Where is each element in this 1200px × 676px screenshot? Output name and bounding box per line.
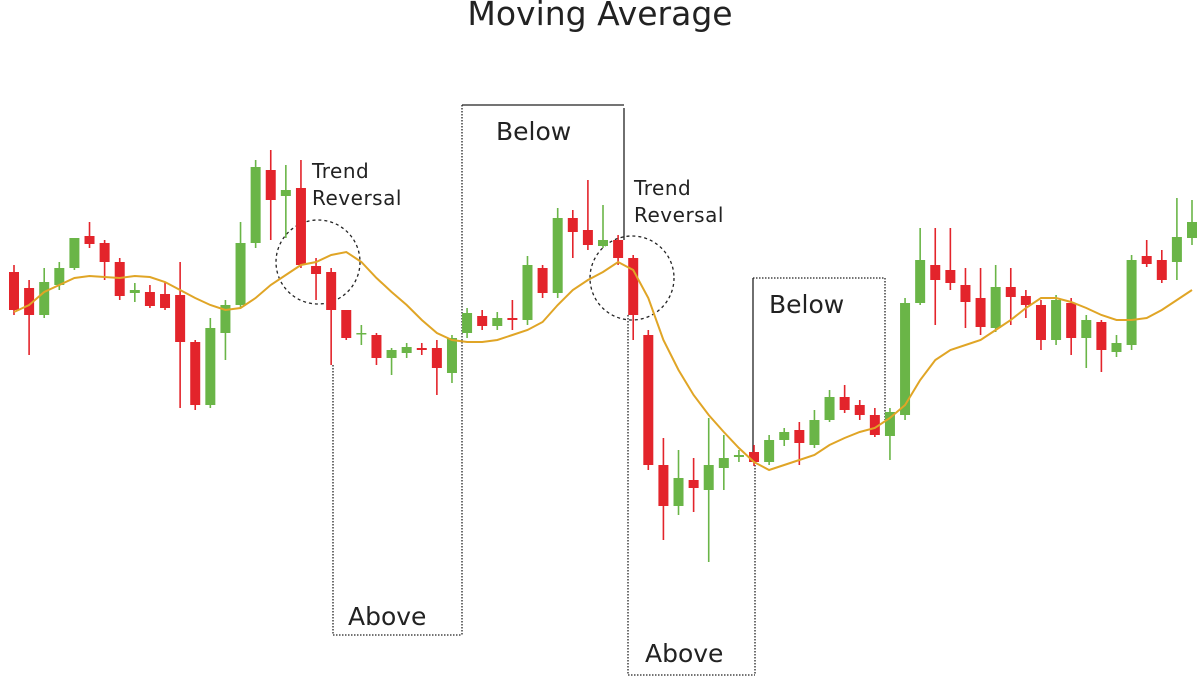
candle-body	[1156, 260, 1167, 280]
candle-body	[658, 465, 669, 506]
candle-body	[265, 170, 276, 200]
annotation-boxes	[275, 104, 886, 676]
candle-body	[839, 397, 850, 410]
candle-body	[552, 218, 563, 293]
candle-body	[1081, 320, 1092, 338]
candle-body	[341, 310, 352, 338]
candle-body	[507, 318, 518, 320]
candle-body	[160, 294, 171, 308]
candle-body	[220, 305, 231, 333]
candle-body	[69, 238, 80, 268]
annotation: Above	[348, 602, 427, 631]
candle-body	[643, 335, 654, 465]
candle-body	[190, 342, 201, 405]
candle-body	[492, 318, 503, 326]
candle-body	[235, 243, 246, 305]
candle-body	[1020, 296, 1031, 305]
candle-body	[703, 465, 714, 490]
candle-body	[175, 295, 186, 342]
candle-body	[205, 328, 216, 405]
candle-body	[416, 348, 427, 350]
chart-title: Moving Average	[467, 0, 733, 33]
candle-body	[39, 282, 50, 315]
candle-body	[688, 480, 699, 488]
candle-body	[1141, 256, 1152, 264]
candle-body	[371, 335, 382, 358]
candle-body	[1005, 287, 1016, 297]
moving-average-line	[13, 250, 1193, 472]
candle-body	[1187, 222, 1197, 238]
candle-body	[975, 298, 986, 327]
annotation: Below	[769, 290, 845, 319]
candle-body	[1126, 260, 1137, 345]
candle-body	[613, 240, 624, 258]
candle-body	[1051, 300, 1062, 340]
candle-body	[1111, 343, 1122, 352]
candle-body	[598, 240, 608, 246]
candle-body	[915, 260, 926, 303]
candle-body	[54, 268, 65, 285]
candle-body	[869, 415, 880, 435]
candle-body	[311, 266, 322, 274]
candle-body	[824, 397, 835, 420]
candles	[9, 150, 1197, 562]
candle-body	[9, 272, 19, 310]
candle-body	[295, 188, 306, 265]
candle-body	[99, 243, 110, 262]
candle-body	[733, 455, 744, 457]
candle-body	[990, 287, 1001, 328]
candle-body	[900, 303, 911, 415]
candle-body	[764, 440, 775, 462]
annotation: Above	[645, 639, 724, 668]
candle-body	[84, 236, 95, 244]
annotation: Trend Reversal	[312, 159, 402, 210]
annotation: Trend Reversal	[634, 176, 724, 227]
candle-body	[673, 478, 684, 506]
candle-body	[24, 288, 35, 315]
candle-body	[779, 432, 790, 440]
candle-body	[386, 350, 397, 358]
candle-body	[1096, 322, 1107, 350]
candle-body	[1171, 237, 1182, 262]
candle-body	[537, 268, 548, 293]
candle-body	[431, 348, 442, 368]
candle-body	[884, 412, 895, 436]
candle-body	[567, 218, 578, 232]
candle-body	[930, 265, 941, 280]
candle-body	[326, 272, 337, 310]
candle-body	[250, 167, 261, 243]
candle-body	[477, 316, 488, 326]
candle-body	[960, 285, 971, 302]
candle-body	[749, 452, 760, 462]
candle-body	[718, 458, 729, 468]
candle-body	[628, 258, 639, 315]
candle-body	[522, 265, 533, 320]
candle-body	[809, 420, 820, 445]
candle-body	[401, 347, 412, 353]
candle-body	[462, 313, 473, 333]
candle-body	[1066, 303, 1077, 338]
candle-body	[280, 190, 291, 196]
candle-body	[854, 405, 865, 415]
candle-body	[356, 333, 367, 335]
candle-body	[446, 338, 457, 373]
candle-body	[945, 270, 956, 283]
candle-body	[794, 430, 805, 443]
candle-body	[582, 230, 593, 245]
annotation: Below	[496, 117, 572, 146]
candle-body	[144, 292, 155, 306]
candle-body	[129, 290, 140, 293]
candle-body	[1035, 305, 1046, 340]
